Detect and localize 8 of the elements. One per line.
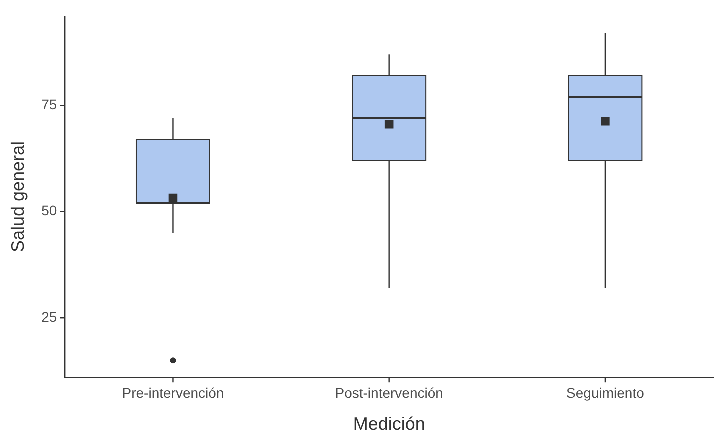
y-axis-title: Salud general [8,141,28,253]
x-tick-label: Post-intervención [335,384,444,401]
x-tick-label: Pre-intervención [122,384,224,401]
x-tick-label: Seguimiento [566,384,645,401]
y-tick-label: 25 [42,308,58,325]
y-tick-label: 75 [42,96,58,112]
y-tick-label: 50 [42,202,58,219]
x-axis-title: Medición [353,414,426,434]
